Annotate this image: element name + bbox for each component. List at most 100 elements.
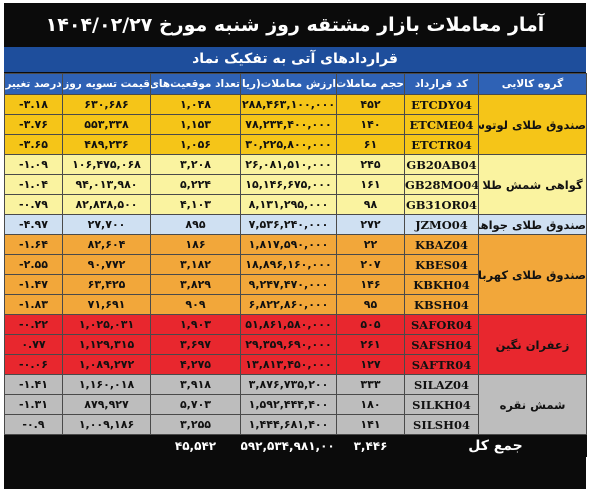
group-name-cell: گواهی شمش طلا — [478, 154, 587, 215]
contract-code-cell: SILSH04 — [404, 414, 479, 435]
total-empty-price — [62, 434, 151, 457]
table-row: صندوق طلای کهربا KBAZ04 ۲۲ ۱,۸۱۷,۵۹۰,۰۰۰ ۱۸۶… — [4, 234, 587, 315]
table-row: KBSH04 ۹۵ ۶,۸۲۲,۸۶۰,۰۰۰ ۹۰۹ ۷۱,۶۹۱ -۱.۸۳ — [4, 294, 587, 315]
table-body: صندوق طلای لوتوس ETCDY04 ۴۵۲ ۲۸۸,۴۶۳,۱۰۰,۰۰… — [4, 94, 587, 457]
volume-cell: ۱۸۰ — [336, 394, 405, 415]
value-cell: ۲۶,۰۸۱,۵۱۰,۰۰۰ — [240, 154, 337, 175]
contract-code-cell: SILKH04 — [404, 394, 479, 415]
change-cell: -۳.۶۵ — [4, 134, 63, 155]
group-name-cell: صندوق طلای کهربا — [478, 234, 587, 315]
header-settlement-price: قیمت تسویه روزانه(ریال) — [62, 73, 151, 95]
table-header-row: گروه کالایی کد قرارداد حجم معاملات ارزش … — [4, 73, 587, 95]
change-cell: -۱.۶۴ — [4, 234, 63, 255]
value-cell: ۹,۲۴۷,۴۷۰,۰۰۰ — [240, 274, 337, 295]
header-change: درصد تغییر — [4, 73, 63, 95]
settlement-price-cell: ۱,۱۲۹,۳۱۵ — [62, 334, 151, 355]
report-subtitle: قراردادهای آتی به تفکیک نماد — [4, 47, 586, 72]
value-cell: ۳,۸۷۶,۷۳۵,۲۰۰ — [240, 374, 337, 395]
open-positions-cell: ۳,۹۱۸ — [150, 374, 241, 395]
volume-cell: ۲۴۵ — [336, 154, 405, 175]
change-cell: -۱.۰۹ — [4, 154, 63, 175]
report-frame: آمار معاملات بازار مشتقه روز شنبه مورخ ۱… — [4, 3, 587, 489]
volume-cell: ۹۵ — [336, 294, 405, 315]
change-cell: -۰.۲۲ — [4, 314, 63, 335]
change-cell: -۴.۹۷ — [4, 214, 63, 235]
header-volume: حجم معاملات — [336, 73, 405, 95]
contract-code-cell: KBSH04 — [404, 294, 479, 315]
change-cell: -۰.۷۹ — [4, 194, 63, 215]
change-cell: -۰.۰۶ — [4, 354, 63, 375]
volume-cell: ۲۰۷ — [336, 254, 405, 275]
trades-table-wrapper: گروه کالایی کد قرارداد حجم معاملات ارزش … — [4, 73, 587, 457]
open-positions-cell: ۱,۹۰۳ — [150, 314, 241, 335]
table-row: SILSH04 ۱۴۱ ۱,۴۴۴,۶۸۱,۴۰۰ ۳,۲۵۵ ۱,۰۰۹,۱۸۶ -۰.… — [4, 414, 587, 435]
report-title: آمار معاملات بازار مشتقه روز شنبه مورخ ۱… — [45, 14, 545, 36]
contract-code-cell: SAFOR04 — [404, 314, 479, 335]
volume-cell: ۲۶۱ — [336, 334, 405, 355]
settlement-price-cell: ۷۱,۶۹۱ — [62, 294, 151, 315]
value-cell: ۱,۵۹۲,۴۴۴,۴۰۰ — [240, 394, 337, 415]
group-name-cell: صندوق طلای جواهر — [478, 214, 587, 235]
volume-cell: ۳۳۳ — [336, 374, 405, 395]
open-positions-cell: ۱,۱۵۳ — [150, 114, 241, 135]
open-positions-cell: ۳,۱۸۲ — [150, 254, 241, 275]
header-group: گروه کالایی — [478, 73, 587, 95]
change-cell: -۲.۵۵ — [4, 254, 63, 275]
settlement-price-cell: ۱,۱۶۰,۰۱۸ — [62, 374, 151, 395]
contract-code-cell: GB28MO04 — [404, 174, 479, 195]
open-positions-cell: ۵,۲۲۴ — [150, 174, 241, 195]
table-row: شمش نقره SILAZ04 ۳۳۳ ۳,۸۷۶,۷۳۵,۲۰۰ ۳,۹۱۸ ۱,۱۶… — [4, 374, 587, 435]
contract-code-cell: SAFTR04 — [404, 354, 479, 375]
open-positions-cell: ۳,۸۲۹ — [150, 274, 241, 295]
settlement-price-cell: ۸۷۹,۹۲۷ — [62, 394, 151, 415]
contract-code-cell: KBES04 — [404, 254, 479, 275]
value-cell: ۲۸۸,۴۶۳,۱۰۰,۰۰۰ — [240, 94, 337, 115]
table-row: ETCTR04 ۶۱ ۳۰,۲۲۵,۸۰۰,۰۰۰ ۱,۰۵۶ ۴۸۹,۲۳۶ -۳.۶۵ — [4, 134, 587, 155]
settlement-price-cell: ۱,۰۰۹,۱۸۶ — [62, 414, 151, 435]
contract-code-cell: ETCDY04 — [404, 94, 479, 115]
value-cell: ۱۵,۱۴۶,۶۷۵,۰۰۰ — [240, 174, 337, 195]
value-cell: ۵۱,۸۶۱,۵۸۰,۰۰۰ — [240, 314, 337, 335]
volume-cell: ۹۸ — [336, 194, 405, 215]
change-cell: -۱.۸۳ — [4, 294, 63, 315]
value-cell: ۱۳,۸۱۳,۴۵۰,۰۰۰ — [240, 354, 337, 375]
table-row: صندوق طلای لوتوس ETCDY04 ۴۵۲ ۲۸۸,۴۶۳,۱۰۰,۰۰… — [4, 94, 587, 155]
contract-code-cell: ETCME04 — [404, 114, 479, 135]
settlement-price-cell: ۲۷,۷۰۰ — [62, 214, 151, 235]
total-row: جمع کل ۳,۴۴۶ ۵۹۲,۵۳۴,۹۸۱,۰۰۰ ۴۵,۵۴۲ — [4, 434, 587, 457]
table-row: GB28MO04 ۱۶۱ ۱۵,۱۴۶,۶۷۵,۰۰۰ ۵,۲۲۴ ۹۴,۰۱۳,۹۸۰… — [4, 174, 587, 195]
table-row: SILKH04 ۱۸۰ ۱,۵۹۲,۴۴۴,۴۰۰ ۵,۷۰۳ ۸۷۹,۹۲۷ -۱.۳۱ — [4, 394, 587, 415]
settlement-price-cell: ۹۴,۰۱۳,۹۸۰ — [62, 174, 151, 195]
settlement-price-cell: ۱۰۶,۴۷۵,۰۶۸ — [62, 154, 151, 175]
contract-code-cell: ETCTR04 — [404, 134, 479, 155]
table-row: GB31OR04 ۹۸ ۸,۱۳۱,۲۹۵,۰۰۰ ۴,۱۰۳ ۸۲,۸۳۸,۵۰۰ -۰… — [4, 194, 587, 215]
table-row: زعفران نگین SAFOR04 ۵۰۵ ۵۱,۸۶۱,۵۸۰,۰۰۰ ۱,۹۰۳… — [4, 314, 587, 375]
open-positions-cell: ۳,۲۵۵ — [150, 414, 241, 435]
volume-cell: ۱۴۰ — [336, 114, 405, 135]
total-open-positions: ۴۵,۵۴۲ — [150, 434, 241, 457]
contract-code-cell: JZMO04 — [404, 214, 479, 235]
value-cell: ۱,۴۴۴,۶۸۱,۴۰۰ — [240, 414, 337, 435]
group-name-cell: صندوق طلای لوتوس — [478, 94, 587, 155]
contract-code-cell: SILAZ04 — [404, 374, 479, 395]
change-cell: -۱.۴۱ — [4, 374, 63, 395]
open-positions-cell: ۱,۰۴۸ — [150, 94, 241, 115]
change-cell: -۱.۴۷ — [4, 274, 63, 295]
volume-cell: ۲۷۲ — [336, 214, 405, 235]
group-name-cell: زعفران نگین — [478, 314, 587, 375]
change-cell: -۰.۹ — [4, 414, 63, 435]
open-positions-cell: ۱۸۶ — [150, 234, 241, 255]
total-empty-change — [4, 434, 63, 457]
settlement-price-cell: ۴۸۹,۲۳۶ — [62, 134, 151, 155]
table-row: KBKH04 ۱۴۶ ۹,۲۴۷,۴۷۰,۰۰۰ ۳,۸۲۹ ۶۳,۴۲۵ -۱.۴۷ — [4, 274, 587, 295]
value-cell: ۱۸,۸۹۶,۱۶۰,۰۰۰ — [240, 254, 337, 275]
open-positions-cell: ۳,۶۹۷ — [150, 334, 241, 355]
value-cell: ۸,۱۳۱,۲۹۵,۰۰۰ — [240, 194, 337, 215]
header-open-positions: تعداد موقعیت‌های باز — [150, 73, 241, 95]
open-positions-cell: ۳,۲۰۸ — [150, 154, 241, 175]
volume-cell: ۵۰۵ — [336, 314, 405, 335]
group-name-cell: شمش نقره — [478, 374, 587, 435]
volume-cell: ۱۲۷ — [336, 354, 405, 375]
settlement-price-cell: ۱,۰۲۵,۰۳۱ — [62, 314, 151, 335]
contract-code-cell: GB20AB04 — [404, 154, 479, 175]
